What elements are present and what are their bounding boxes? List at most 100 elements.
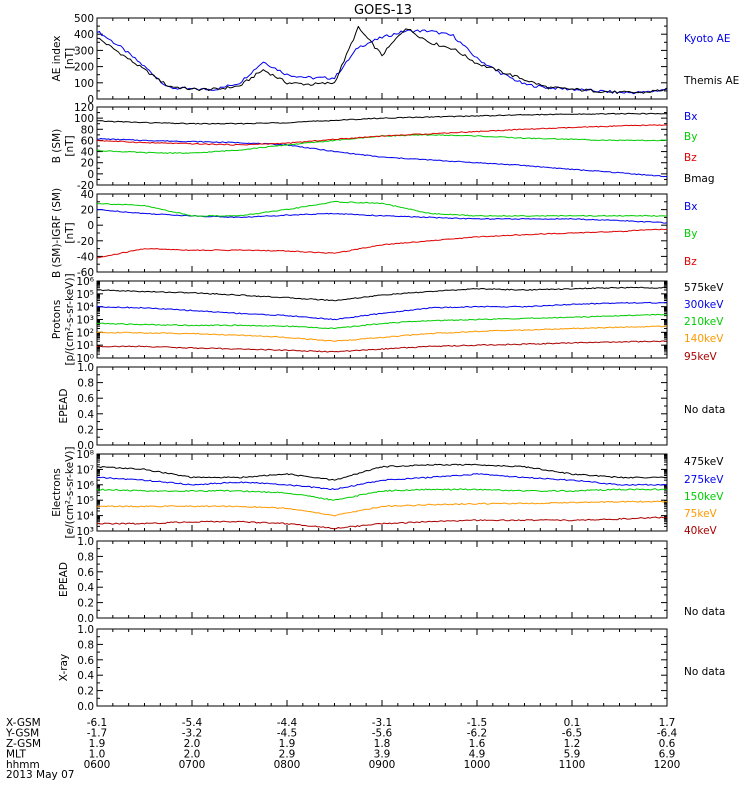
y-axis-unit: [nT] <box>64 135 76 156</box>
y-tick-label: 0.2 <box>77 686 94 698</box>
footer-value: 1.6 <box>469 738 486 750</box>
legend-bx: Bx <box>684 201 697 213</box>
y-tick-label: 60 <box>81 135 94 147</box>
panel-frame <box>96 540 668 619</box>
footer-value: 1100 <box>559 759 586 771</box>
legend-575kev: 575keV <box>684 282 724 294</box>
footer-value: 1.0 <box>89 749 106 761</box>
footer-value: 2.9 <box>279 749 296 761</box>
footer-value: -5.4 <box>182 717 203 729</box>
y-axis-label: EPEAD <box>58 389 70 424</box>
footer-value: 0900 <box>369 759 396 771</box>
footer-value: -3.1 <box>372 717 393 729</box>
y-axis-label: X-ray <box>58 654 70 681</box>
orbit-axis-footer: X-GSM -6.1 -5.4 -4.4 -3.1 -1.5 0.1 1.7 Y-GSM -1.7… <box>5 717 680 781</box>
footer-value: 0.1 <box>564 717 581 729</box>
footer-value: -5.6 <box>372 728 393 740</box>
footer-value: 1.9 <box>89 738 106 750</box>
y-axis-label: B (SM) <box>51 129 63 163</box>
footer-value: 5.9 <box>564 749 581 761</box>
y-tick-label: 10⁵ <box>76 495 94 507</box>
footer-value: -1.5 <box>467 717 488 729</box>
footer-date: 2013 May 07 <box>6 769 74 781</box>
footer-value: 1000 <box>464 759 491 771</box>
footer-value: -6.4 <box>657 728 678 740</box>
y-tick-label: 10⁴ <box>76 511 94 523</box>
y-tick-label: 100 <box>74 113 94 125</box>
y-axis-label: Electrons <box>51 468 63 517</box>
panel-6: 10³ 10⁴ 10⁵ 10⁶ 10⁷ 10⁸ Electrons [e/(cm²-s-sr-… <box>51 447 724 539</box>
legend-bz: Bz <box>684 152 697 164</box>
legend-themis-ae: Themis AE <box>683 75 739 87</box>
y-axis-unit: [p/(cm²-s-sr-keV)] <box>64 273 76 365</box>
y-tick-label: 1.0 <box>77 536 94 548</box>
footer-value: -1.7 <box>87 728 108 740</box>
series-line-bx <box>96 138 668 178</box>
y-tick-label: 100 <box>74 78 94 90</box>
footer-value: -6.2 <box>467 728 488 740</box>
y-tick-label: 10⁵ <box>76 289 94 301</box>
y-tick-label: 10⁷ <box>76 464 94 476</box>
y-tick-label: 1.0 <box>77 362 94 374</box>
legend-475kev: 475keV <box>684 456 724 468</box>
footer-row-label: Y-GSM <box>5 728 39 740</box>
panel-frame <box>96 366 668 446</box>
panel-3: -60 -40 -20 0 20 40 B (SM)-IGRF (SM) [nT] Bx By Bz <box>51 188 697 279</box>
y-tick-label: 1.0 <box>77 624 94 636</box>
y-tick-label: 10⁶ <box>76 480 94 492</box>
y-tick-label: 0.6 <box>77 655 94 667</box>
legend-bx: Bx <box>684 111 697 123</box>
y-tick-label: 10⁶ <box>76 276 94 288</box>
panel-5: 0.0 0.2 0.4 0.6 0.8 1.0 EPEAD No data <box>58 362 725 452</box>
y-tick-label: 10¹ <box>76 340 94 352</box>
y-tick-label: 0.6 <box>77 393 94 405</box>
y-tick-label: 40 <box>81 189 94 201</box>
legend-275kev: 275keV <box>684 474 724 486</box>
legend-bz: Bz <box>684 256 697 268</box>
y-tick-label: 10⁴ <box>76 302 94 314</box>
y-tick-label: 0.8 <box>77 378 94 390</box>
series-line-40kev <box>96 516 668 530</box>
y-tick-label: 10³ <box>76 526 94 538</box>
y-tick-label: 0.6 <box>77 567 94 579</box>
panel-7: 0.0 0.2 0.4 0.6 0.8 1.0 EPEAD No data <box>58 536 725 625</box>
series-line-300kev <box>96 301 668 321</box>
footer-row-label: X-GSM <box>6 717 41 729</box>
y-axis-label: EPEAD <box>58 562 70 597</box>
legend-75kev: 75keV <box>684 508 718 520</box>
footer-value: -6.5 <box>562 728 583 740</box>
y-tick-label: 0.2 <box>77 424 94 436</box>
panel-frame <box>96 628 668 707</box>
y-tick-label: 400 <box>74 29 94 41</box>
footer-value: 2.0 <box>184 738 201 750</box>
y-tick-label: 0 <box>87 220 94 232</box>
series-line-by <box>96 134 668 154</box>
footer-row-label: MLT <box>6 749 26 761</box>
y-tick-label: 20 <box>81 205 94 217</box>
y-tick-label: 200 <box>74 62 94 74</box>
series-line-475kev <box>96 463 668 481</box>
y-tick-label: -20 <box>77 180 94 192</box>
plot-title: GOES-13 <box>354 3 412 18</box>
no-data-note: No data <box>684 606 725 618</box>
legend-bmag: Bmag <box>684 173 715 185</box>
footer-value: 0800 <box>274 759 301 771</box>
y-tick-label: 0.2 <box>77 598 94 610</box>
footer-value: 0.6 <box>659 738 676 750</box>
footer-value: 0600 <box>84 759 111 771</box>
series-line-bz <box>96 124 668 146</box>
y-tick-label: 80 <box>81 124 94 136</box>
y-tick-label: 10² <box>76 327 94 339</box>
legend-210kev: 210keV <box>684 316 724 328</box>
y-tick-label: 0.8 <box>77 551 94 563</box>
legend-95kev: 95keV <box>684 351 718 363</box>
y-axis-unit: [nT] <box>64 48 76 69</box>
footer-value: 4.9 <box>469 749 486 761</box>
legend-by: By <box>684 131 697 143</box>
footer-value: 1200 <box>654 759 681 771</box>
y-tick-label: 500 <box>74 13 94 25</box>
y-tick-label: 0.4 <box>77 409 94 421</box>
